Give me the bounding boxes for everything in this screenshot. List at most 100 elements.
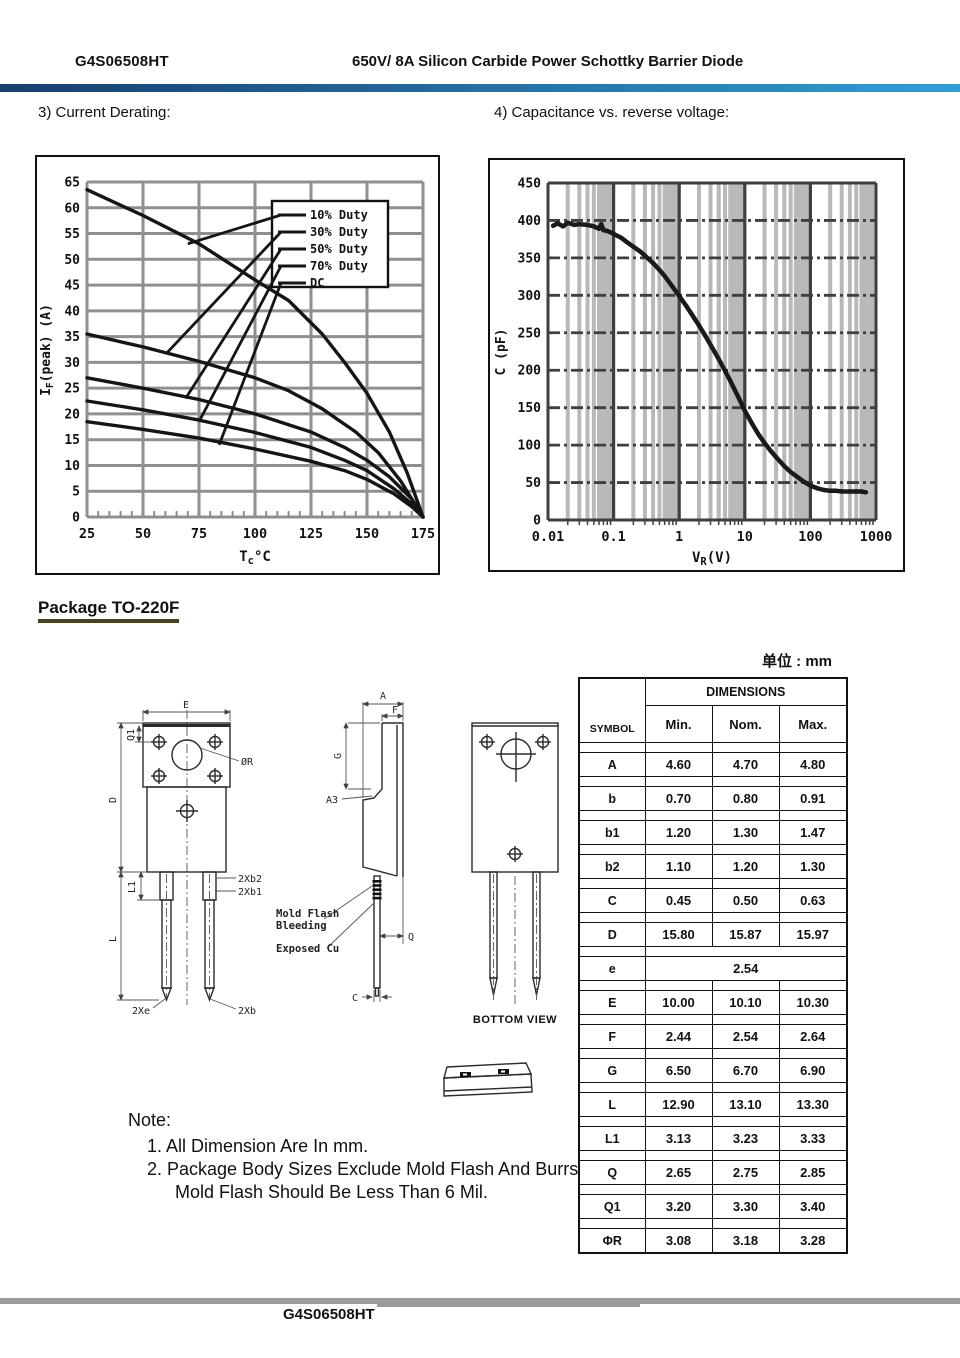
circle-shape — [773, 454, 779, 460]
circle-shape — [585, 222, 590, 228]
accent-bar — [0, 84, 960, 92]
text-shape: 10 — [64, 459, 80, 474]
max-header-cell: Max. — [778, 705, 848, 743]
dimensions-header-cell: DIMENSIONS — [644, 678, 848, 706]
text-shape: 400 — [518, 214, 542, 229]
rect-shape — [372, 888, 382, 891]
circle-shape — [601, 228, 606, 233]
table-spacer-row — [578, 742, 848, 753]
dim-label-Q: Q — [408, 932, 414, 943]
text-shape: 10 — [737, 529, 753, 545]
circle-shape — [618, 235, 624, 240]
table-cell — [644, 844, 713, 855]
table-cell: 2.85 — [778, 1160, 848, 1185]
table-spacer-row — [578, 1116, 848, 1127]
circle-shape — [684, 304, 689, 309]
table-cell — [578, 980, 646, 991]
table-cell — [711, 1150, 780, 1161]
table-cell — [711, 776, 780, 787]
circle-shape — [827, 488, 833, 493]
path-shape — [85, 376, 425, 519]
table-cell — [578, 1218, 646, 1229]
line-shape — [326, 902, 375, 949]
table-cell: 2.75 — [711, 1160, 780, 1185]
circle-shape — [650, 260, 656, 266]
table-cell: 15.97 — [778, 922, 848, 947]
table-cell — [778, 1014, 848, 1025]
table-cell: 2.65 — [644, 1160, 713, 1185]
table-cell: L — [578, 1092, 646, 1117]
table-cell — [644, 810, 713, 821]
table-row: A 4.60 4.70 4.80 — [578, 752, 848, 777]
table-cell — [778, 810, 848, 821]
tspan-shape: I — [39, 388, 54, 396]
text-shape: 20 — [64, 407, 80, 422]
table-cell: 6.50 — [644, 1058, 713, 1083]
table-cell — [778, 844, 848, 855]
tspan-shape: T — [239, 549, 247, 565]
table-cell: 10.10 — [711, 990, 780, 1015]
circle-shape — [708, 342, 713, 347]
text-shape: 0 — [533, 514, 541, 529]
table-cell — [644, 1218, 713, 1229]
table-cell: 1.30 — [778, 854, 848, 879]
rect-shape — [372, 892, 382, 896]
circle-shape — [834, 488, 839, 493]
circle-shape — [756, 431, 761, 437]
line-shape — [323, 885, 373, 920]
table-cell — [711, 1048, 780, 1059]
table-cell: 3.18 — [711, 1228, 780, 1254]
table-row: C 0.45 0.50 0.63 — [578, 888, 848, 913]
circle-shape — [670, 284, 675, 290]
table-cell — [644, 1150, 713, 1161]
circle-shape — [551, 223, 556, 228]
line-shape — [187, 213, 282, 246]
g-shape — [479, 732, 551, 862]
table-cell: 3.28 — [778, 1228, 848, 1254]
table-cell — [578, 1014, 646, 1025]
circle-shape — [808, 483, 813, 488]
table-row: Q1 3.20 3.30 3.40 — [578, 1194, 848, 1219]
table-row: L 12.90 13.10 13.30 — [578, 1092, 848, 1117]
table-cell: F — [578, 1024, 646, 1049]
table-spacer-row — [578, 1048, 848, 1059]
front-view: E Q1 D L1 L ØR 2Xb2 2Xb1 2Xe 2Xb — [108, 700, 262, 1017]
side-view: A F G A3 Q C Mold Flash Bleeding Exposed… — [276, 691, 414, 1004]
table-cell: 3.20 — [644, 1194, 713, 1219]
circle-shape — [605, 228, 610, 234]
text-shape: 65 — [64, 176, 80, 191]
table-cell — [711, 1116, 780, 1127]
text-shape: 175 — [411, 526, 435, 542]
dim-label-2xe: 2Xe — [132, 1006, 150, 1017]
table-cell: 0.45 — [644, 888, 713, 913]
tspan-shape: V — [692, 550, 701, 566]
table-cell: A — [578, 752, 646, 777]
text-shape: 100 — [518, 439, 542, 454]
table-cell — [778, 776, 848, 787]
unit-label: 单位 : mm — [762, 653, 833, 670]
tspan-shape: C (pF) — [494, 329, 509, 376]
package-heading: Package TO-220F — [38, 598, 180, 623]
text-shape: 40 — [64, 304, 80, 319]
path-shape — [85, 188, 425, 519]
table-cell — [778, 742, 848, 753]
text-shape: 350 — [518, 251, 542, 266]
table-cell — [778, 878, 848, 889]
table-cell — [711, 1014, 780, 1025]
table-spacer-row — [578, 878, 848, 889]
text-shape: 300 — [518, 289, 542, 304]
table-cell: 1.20 — [644, 820, 713, 845]
table-spacer-row — [578, 1184, 848, 1195]
table-cell: e — [578, 956, 646, 981]
table-cell — [778, 1218, 848, 1229]
table-row: E 10.00 10.10 10.30 — [578, 990, 848, 1015]
rect-shape — [372, 880, 382, 883]
table-cell — [644, 1014, 713, 1025]
dim-label-phiR: ØR — [241, 756, 254, 768]
min-header-cell: Min. — [644, 705, 713, 743]
table-cell: 1.10 — [644, 854, 713, 879]
table-cell: 3.08 — [644, 1228, 713, 1254]
table-cell — [778, 1082, 848, 1093]
table-cell: 2.44 — [644, 1024, 713, 1049]
table-cell: 15.87 — [711, 922, 780, 947]
